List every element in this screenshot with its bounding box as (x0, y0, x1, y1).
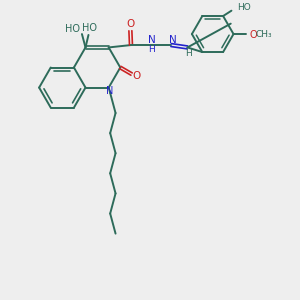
Text: HO: HO (82, 23, 97, 33)
Text: O: O (133, 70, 141, 80)
Text: N: N (169, 35, 176, 45)
Text: N: N (106, 86, 114, 96)
Text: HO: HO (65, 24, 80, 34)
Text: H: H (185, 50, 192, 58)
Text: HO: HO (237, 3, 250, 12)
Text: CH₃: CH₃ (256, 30, 272, 39)
Text: N: N (148, 35, 156, 45)
Text: H: H (148, 45, 155, 54)
Text: O: O (249, 30, 257, 40)
Text: O: O (127, 19, 135, 29)
